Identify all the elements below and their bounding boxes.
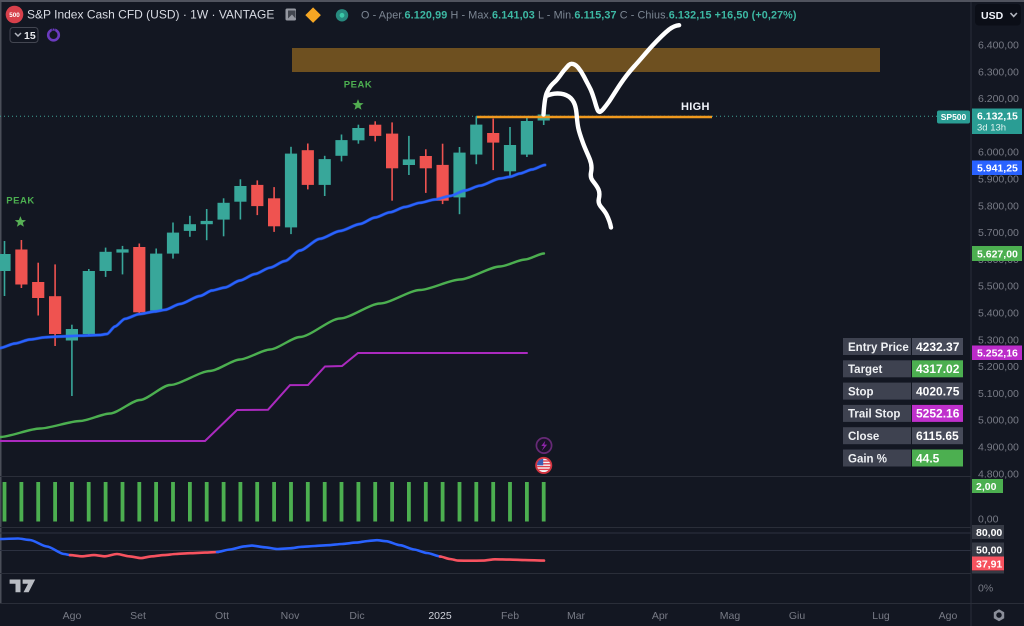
svg-text:USD: USD: [981, 10, 1004, 22]
svg-text:6115.65: 6115.65: [916, 429, 959, 443]
svg-text:5.000,00: 5.000,00: [978, 415, 1019, 427]
svg-text:4020.75: 4020.75: [916, 384, 960, 398]
svg-text:6.200,00: 6.200,00: [978, 93, 1019, 105]
svg-text:3d 13h: 3d 13h: [977, 123, 1006, 134]
svg-text:S&P Index Cash CFD (USD) · 1W: S&P Index Cash CFD (USD) · 1W · VANTAGE: [27, 8, 274, 22]
svg-text:15: 15: [24, 30, 36, 42]
svg-text:Lug: Lug: [872, 610, 890, 622]
svg-text:Gain %: Gain %: [848, 453, 887, 465]
svg-text:O - Aper.6.120,99 H - Max.6.14: O - Aper.6.120,99 H - Max.6.141,03 L - M…: [361, 10, 797, 22]
svg-text:4.900,00: 4.900,00: [978, 442, 1019, 454]
svg-text:5.252,16: 5.252,16: [977, 348, 1018, 360]
svg-text:Apr: Apr: [652, 610, 669, 622]
svg-text:Feb: Feb: [501, 610, 519, 622]
svg-text:Nov: Nov: [281, 610, 300, 622]
svg-text:HIGH: HIGH: [681, 101, 710, 113]
svg-text:6.400,00: 6.400,00: [978, 40, 1019, 52]
svg-text:Ago: Ago: [939, 610, 958, 622]
svg-text:5252.16: 5252.16: [916, 407, 960, 421]
svg-text:500: 500: [9, 12, 20, 19]
svg-text:Entry Price: Entry Price: [848, 342, 909, 354]
svg-text:PEAK: PEAK: [344, 80, 372, 91]
svg-text:20,00: 20,00: [976, 573, 1002, 585]
svg-text:5.627,00: 5.627,00: [977, 249, 1018, 261]
svg-text:4232.37: 4232.37: [916, 340, 960, 354]
svg-text:5.900,00: 5.900,00: [978, 174, 1019, 186]
svg-text:Ago: Ago: [63, 610, 82, 622]
svg-text:5.100,00: 5.100,00: [978, 388, 1019, 400]
svg-text:5.700,00: 5.700,00: [978, 227, 1019, 239]
svg-text:6.132,15: 6.132,15: [977, 111, 1018, 123]
svg-text:2,00: 2,00: [976, 481, 997, 493]
svg-text:5.800,00: 5.800,00: [978, 200, 1019, 212]
svg-text:0,00: 0,00: [978, 514, 999, 526]
svg-text:Target: Target: [848, 364, 882, 376]
svg-text:6.000,00: 6.000,00: [978, 147, 1019, 159]
svg-text:Dic: Dic: [349, 610, 364, 622]
svg-text:4317.02: 4317.02: [916, 362, 960, 376]
svg-text:Mar: Mar: [567, 610, 586, 622]
svg-text:50,00: 50,00: [976, 545, 1002, 557]
svg-text:Mag: Mag: [720, 610, 741, 622]
svg-text:80,00: 80,00: [976, 527, 1002, 539]
svg-text:6.300,00: 6.300,00: [978, 66, 1019, 78]
svg-text:PEAK: PEAK: [6, 196, 34, 207]
svg-text:0%: 0%: [978, 583, 993, 595]
svg-text:5.300,00: 5.300,00: [978, 334, 1019, 346]
svg-text:5.941,25: 5.941,25: [977, 163, 1018, 175]
svg-text:SP500: SP500: [941, 112, 967, 122]
svg-text:Close: Close: [848, 431, 879, 443]
svg-text:Ott: Ott: [215, 610, 229, 622]
svg-text:5.500,00: 5.500,00: [978, 281, 1019, 293]
svg-text:4.800,00: 4.800,00: [978, 468, 1019, 480]
svg-text:2025: 2025: [428, 610, 452, 622]
svg-text:5.400,00: 5.400,00: [978, 308, 1019, 320]
svg-text:Trail Stop: Trail Stop: [848, 409, 900, 421]
svg-text:37,91: 37,91: [976, 559, 1002, 571]
svg-text:Set: Set: [130, 610, 146, 622]
svg-text:Giu: Giu: [789, 610, 806, 622]
svg-text:44.5: 44.5: [916, 451, 940, 465]
svg-text:Stop: Stop: [848, 386, 874, 398]
svg-text:5.200,00: 5.200,00: [978, 361, 1019, 373]
